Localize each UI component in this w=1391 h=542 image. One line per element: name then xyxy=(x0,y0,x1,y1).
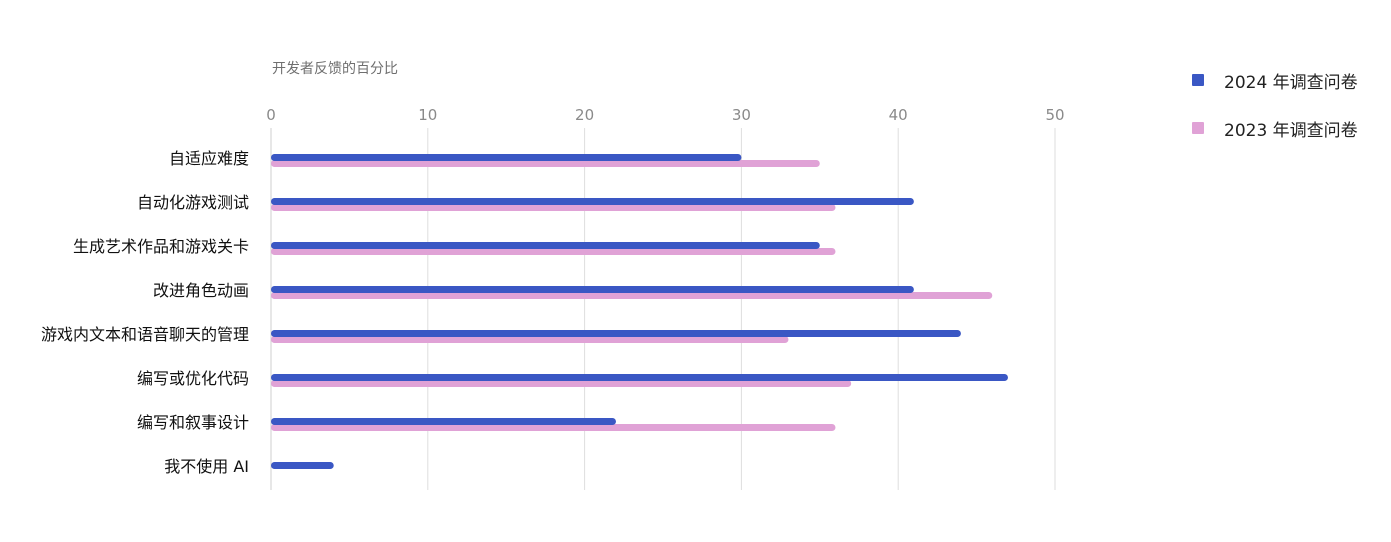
category-label: 编写或优化代码 xyxy=(137,369,249,388)
category-label: 改进角色动画 xyxy=(153,281,249,300)
bar-2024 xyxy=(271,418,616,425)
bar-2023 xyxy=(271,336,789,343)
bar-2024 xyxy=(271,198,914,205)
category-label: 自适应难度 xyxy=(169,149,249,168)
bar-2023 xyxy=(271,160,820,167)
x-tick-label-20: 20 xyxy=(575,106,594,124)
bar-2023 xyxy=(271,204,836,211)
legend-item-2023: 2023 年调查问卷 xyxy=(1192,114,1358,142)
legend-label-2023: 2023 年调查问卷 xyxy=(1224,120,1358,141)
category-label: 编写和叙事设计 xyxy=(137,413,249,432)
category-label: 游戏内文本和语音聊天的管理 xyxy=(41,325,249,344)
x-tick-label-50: 50 xyxy=(1045,106,1064,124)
legend-swatch-2024 xyxy=(1192,74,1204,86)
category-label: 自动化游戏测试 xyxy=(137,193,249,212)
bar-2024 xyxy=(271,154,742,161)
bar-2024 xyxy=(271,242,820,249)
legend-swatch-2023 xyxy=(1192,122,1204,134)
category-label: 我不使用 AI xyxy=(164,457,249,476)
legend-label-2024: 2024 年调查问卷 xyxy=(1224,72,1358,93)
category-label: 生成艺术作品和游戏关卡 xyxy=(73,237,249,256)
bar-2024 xyxy=(271,330,961,337)
x-tick-label-30: 30 xyxy=(732,106,751,124)
x-axis-title: 开发者反馈的百分比 xyxy=(272,61,398,77)
x-tick-label-40: 40 xyxy=(889,106,908,124)
bar-2024 xyxy=(271,374,1008,381)
legend: 2024 年调查问卷 2023 年调查问卷 xyxy=(1192,66,1358,162)
bar-2023 xyxy=(271,292,993,299)
x-tick-label-0: 0 xyxy=(266,106,276,124)
bar-2023 xyxy=(271,380,852,387)
bar-2024 xyxy=(271,462,334,469)
bar-2023 xyxy=(271,424,836,431)
bar-2024 xyxy=(271,286,914,293)
bar-2023 xyxy=(271,248,836,255)
x-tick-label-10: 10 xyxy=(418,106,437,124)
legend-item-2024: 2024 年调查问卷 xyxy=(1192,66,1358,94)
